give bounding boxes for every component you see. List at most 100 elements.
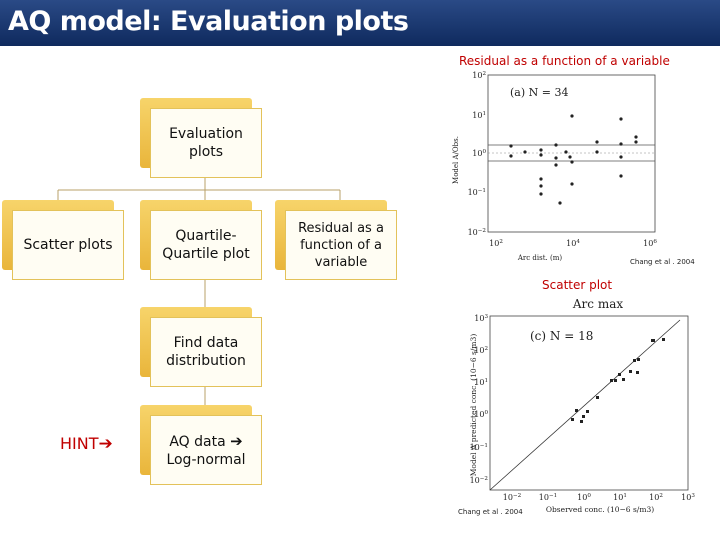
tick-exponent: 6 [653, 239, 657, 245]
tick-label: 102 [474, 346, 488, 355]
tick-label: 101 [613, 493, 627, 502]
tick-base: 10 [468, 228, 478, 237]
source: Chang et al . 2004 [630, 258, 695, 266]
tick-base: 10 [649, 493, 659, 502]
arrow: ➔ [98, 434, 113, 454]
tick-exponent: −1 [480, 443, 488, 449]
node-label: Residual as a function of a variable [285, 210, 397, 280]
tick-base: 10 [681, 493, 691, 502]
tick-base: 10 [470, 476, 480, 485]
y-axis-label: Model A/Obs. [452, 136, 460, 184]
tick-base: 10 [489, 239, 499, 248]
tick-base: 10 [474, 410, 484, 419]
node: AQ data ➔ Log-normal [140, 405, 262, 485]
tick-label: 10−2 [468, 228, 487, 237]
line: Log-normal [166, 451, 246, 468]
source: Chang et al . 2004 [458, 508, 523, 516]
tick-exponent: 1 [623, 493, 627, 499]
node: Find data distribution [140, 307, 262, 387]
tick-exponent: 3 [691, 493, 695, 499]
points [571, 338, 665, 423]
tick-label: 102 [649, 493, 663, 502]
tick-exponent: 3 [484, 314, 488, 320]
node: Quartile-Quartile plot [140, 200, 262, 280]
tick-label: 10−1 [470, 443, 488, 452]
plot-frame [487, 74, 656, 233]
panel-label: (c) N = 18 [530, 329, 593, 343]
tick-exponent: 2 [659, 493, 663, 499]
tick-label: 100 [472, 149, 486, 158]
x-axis-label: Observed conc. (10−6 s/m3) [546, 505, 654, 514]
text: AQ data [169, 433, 226, 450]
tick-exponent: 4 [576, 239, 580, 245]
panel-label: (a) N = 34 [510, 86, 568, 99]
residual-plot: (a) N = 34 Model A/Obs. Arc dist. (m) 10… [452, 71, 657, 262]
tick-label: 102 [489, 239, 503, 248]
node: Residual as a function of a variable [275, 200, 397, 280]
tick-label: 10−1 [468, 188, 486, 197]
tick-exponent: 1 [484, 378, 488, 384]
tick-label: 10−1 [539, 493, 557, 502]
title-bar [0, 0, 720, 46]
tick-label: 100 [577, 493, 591, 502]
tick-exponent: 2 [499, 239, 503, 245]
tick-base: 10 [472, 149, 482, 158]
y-axis-label: Model A predicted conc. (10−6 s/m3) [469, 334, 478, 477]
tick-exponent: 1 [482, 111, 486, 117]
node-label: Find data distribution [150, 317, 262, 387]
node-label: AQ data ➔ Log-normal [150, 415, 262, 485]
tick-base: 10 [577, 493, 587, 502]
tick-base: 10 [474, 346, 484, 355]
slide-title: AQ model: Evaluation plots [8, 6, 409, 37]
x-axis-label: Arc dist. (m) [517, 254, 562, 262]
tick-label: 102 [472, 71, 486, 80]
tick-label: 103 [474, 314, 488, 323]
arrow: ➔ [230, 431, 243, 450]
tick-exponent: −2 [480, 476, 489, 482]
tick-base: 10 [472, 111, 482, 120]
tick-label: 106 [643, 239, 657, 248]
hint: HINT➔ [60, 434, 113, 454]
tick-exponent: −2 [513, 493, 522, 499]
node: Scatter plots [2, 200, 124, 280]
plot-title: Arc max [572, 297, 623, 311]
line: AQ data ➔ [169, 432, 242, 451]
tick-base: 10 [474, 378, 484, 387]
tick-exponent: −2 [478, 228, 487, 234]
node-label: Scatter plots [12, 210, 124, 280]
scatter-plot: Arc max (c) N = 18 Model A predicted con… [469, 297, 695, 514]
node: Evaluation plots [140, 98, 262, 178]
tick-exponent: −1 [478, 188, 486, 194]
node-label: Quartile-Quartile plot [150, 210, 262, 280]
tick-exponent: 0 [587, 493, 591, 499]
figure-caption: Residual as a function of a variable [459, 54, 670, 68]
plot-frame [489, 315, 689, 491]
tick-base: 10 [643, 239, 653, 248]
points [509, 114, 638, 205]
tick-exponent: 0 [482, 149, 486, 155]
tick-label: 101 [472, 111, 486, 120]
tick-label: 103 [681, 493, 695, 502]
one-to-one-line [489, 319, 681, 491]
tick-base: 10 [474, 314, 484, 323]
tick-base: 10 [539, 493, 549, 502]
tick-base: 10 [566, 239, 576, 248]
tick-exponent: 2 [484, 346, 488, 352]
tick-base: 10 [613, 493, 623, 502]
figure-caption: Scatter plot [542, 278, 613, 292]
tick-label: 10−2 [503, 493, 522, 502]
node-label: Evaluation plots [150, 108, 262, 178]
hint-text: HINT [60, 434, 99, 453]
tick-label: 10−2 [470, 476, 489, 485]
tick-exponent: 2 [482, 71, 486, 77]
tick-base: 10 [503, 493, 513, 502]
tick-label: 100 [474, 410, 488, 419]
tick-exponent: −1 [549, 493, 557, 499]
tick-exponent: 0 [484, 410, 488, 416]
tick-base: 10 [470, 443, 480, 452]
tick-base: 10 [468, 188, 478, 197]
tick-label: 104 [566, 239, 580, 248]
tick-base: 10 [472, 71, 482, 80]
